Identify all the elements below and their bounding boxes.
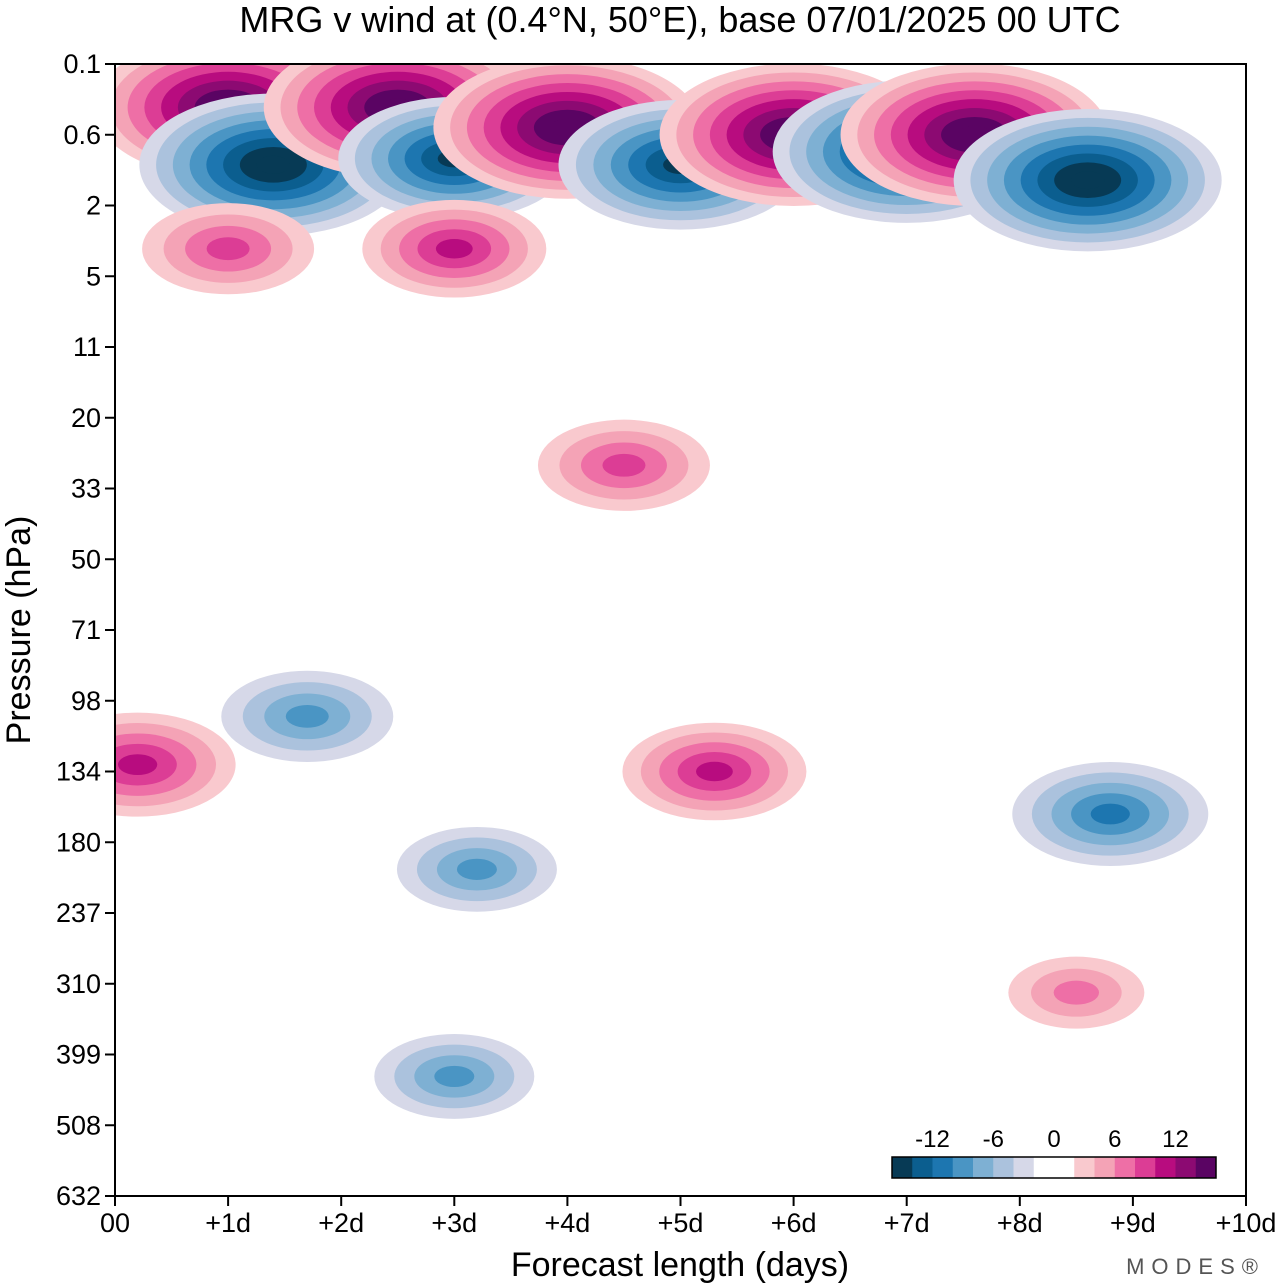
- colorbar-swatch: [973, 1157, 994, 1178]
- contour-feature: [1008, 956, 1145, 1029]
- x-tick-label: 00: [100, 1208, 130, 1238]
- contour-band: [118, 754, 158, 776]
- colorbar-swatch: [1094, 1157, 1116, 1178]
- x-axis: 00 +1d +2d +3d +4d +5d +6d +7d +8d +9d +10d: [100, 1196, 1276, 1238]
- colorbar-tick-label: 0: [1047, 1126, 1060, 1153]
- colorbar-swatch: [1155, 1157, 1176, 1178]
- colorbar-tick-label: -12: [915, 1126, 950, 1153]
- colorbar-swatch: [952, 1157, 974, 1178]
- y-tick-label: 33: [71, 474, 101, 504]
- y-tick-label: 632: [56, 1181, 101, 1211]
- colorbar-swatch: [1195, 1157, 1217, 1178]
- y-tick-label: 50: [71, 544, 101, 574]
- y-tick-label: 5: [86, 261, 101, 291]
- x-tick-label: +10d: [1216, 1208, 1277, 1238]
- contour-feature: [142, 203, 315, 295]
- chart-title: MRG v wind at (0.4°N, 50°E), base 07/01/…: [239, 0, 1120, 40]
- contour-feature: [953, 108, 1222, 252]
- x-tick-label: +4d: [544, 1208, 590, 1238]
- contour-feature: [374, 1034, 535, 1119]
- contour-field: [115, 64, 1222, 1119]
- y-tick-label: 508: [56, 1110, 101, 1140]
- x-tick-label: +3d: [431, 1208, 477, 1238]
- x-tick-label: +2d: [318, 1208, 364, 1238]
- colorbar-tick-label: 6: [1108, 1126, 1121, 1153]
- contour-band: [435, 238, 473, 259]
- colorbar-swatch: [892, 1157, 913, 1178]
- colorbar-swatch: [932, 1157, 954, 1178]
- colorbar-swatch: [1175, 1157, 1197, 1178]
- y-tick-label: 98: [71, 686, 101, 716]
- y-axis-label: Pressure (hPa): [0, 516, 38, 745]
- colorbar-swatch: [912, 1157, 933, 1178]
- colorbar-swatch: [1013, 1157, 1035, 1178]
- y-tick-label: 11: [73, 332, 101, 362]
- colorbar-tick-label: 12: [1162, 1126, 1189, 1153]
- contour-feature: [362, 199, 547, 298]
- modes-logo: MODES®: [1126, 1254, 1265, 1279]
- colorbar-legend: -12 -6 0 6 12: [888, 1118, 1222, 1186]
- y-tick-label: 0.1: [63, 49, 101, 79]
- colorbar-frame: [891, 1156, 1217, 1179]
- y-tick-label: 310: [56, 969, 101, 999]
- y-axis: 0.1 0.6 2 5 11 20 33 50 71 98 134 180 237 310 399 508 63…: [56, 49, 115, 1211]
- y-tick-label: 180: [56, 827, 101, 857]
- y-tick-label: 237: [56, 898, 101, 928]
- contour-feature: [115, 712, 236, 817]
- x-tick-label: +6d: [771, 1208, 817, 1238]
- contour-feature: [221, 670, 394, 762]
- y-tick-label: 2: [86, 191, 101, 221]
- y-tick-label: 134: [56, 757, 101, 787]
- x-tick-label: +5d: [658, 1208, 704, 1238]
- colorbar-swatch: [1135, 1157, 1156, 1178]
- contour-band: [256, 155, 291, 174]
- contour-band: [1090, 803, 1130, 825]
- colorbar-swatch: [993, 1157, 1014, 1178]
- contour-band: [456, 858, 497, 880]
- contour-band: [1070, 171, 1105, 190]
- y-tick-label: 399: [56, 1040, 101, 1070]
- colorbar-swatch: [1114, 1157, 1136, 1178]
- contour-band: [206, 237, 250, 261]
- y-tick-label: 20: [71, 403, 101, 433]
- colorbar-tick-label: -6: [983, 1126, 1004, 1153]
- x-tick-label: +7d: [884, 1208, 930, 1238]
- contour-band: [696, 761, 733, 782]
- colorbar-swatch: [1054, 1157, 1075, 1178]
- contour-feature: [396, 826, 557, 912]
- contour-feature: [139, 93, 408, 236]
- contour-feature: [537, 419, 710, 511]
- colorbar-swatch: [1074, 1157, 1095, 1178]
- x-tick-label: +9d: [1110, 1208, 1156, 1238]
- x-axis-label: Forecast length (days): [511, 1246, 849, 1284]
- x-tick-label: +8d: [997, 1208, 1043, 1238]
- y-tick-label: 0.6: [63, 120, 101, 150]
- colorbar-swatch: [1033, 1157, 1055, 1178]
- contour-band: [434, 1065, 475, 1088]
- x-tick-label: +1d: [205, 1208, 251, 1238]
- contour-band: [602, 453, 646, 477]
- contour-band: [285, 704, 329, 728]
- y-tick-label: 71: [71, 615, 101, 645]
- contour-feature: [622, 722, 807, 821]
- contour-band: [1053, 980, 1100, 1005]
- contour-feature: [1012, 762, 1209, 867]
